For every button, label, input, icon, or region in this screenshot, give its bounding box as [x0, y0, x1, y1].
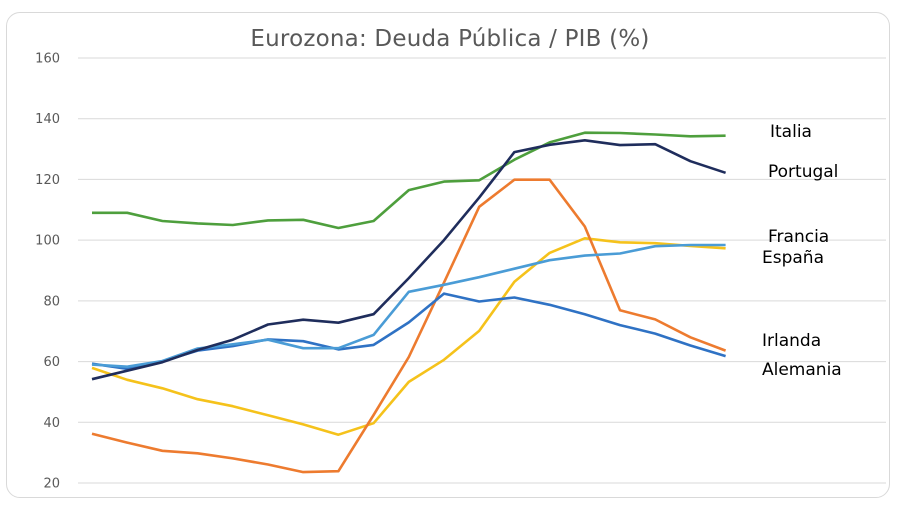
y-tick-label: 20: [43, 477, 60, 492]
y-tick-label: 40: [43, 416, 60, 431]
series-line-francia: [91, 243, 726, 369]
series-line-espana: [91, 237, 726, 437]
y-tick-label: 140: [35, 112, 60, 127]
series-label-francia: Francia: [768, 227, 829, 247]
y-tick-label: 100: [35, 234, 60, 249]
series-label-portugal: Portugal: [768, 162, 838, 182]
series-line-irlanda: [91, 178, 727, 474]
y-tick-label: 120: [35, 173, 60, 188]
series-label-alemania: Alemania: [762, 360, 842, 380]
gridlines: [78, 57, 886, 484]
y-tick-label: 160: [35, 52, 60, 67]
y-tick-label: 60: [43, 355, 60, 370]
chart-frame: [6, 12, 890, 498]
y-axis-ticks: 20 40 60 80 100 120 140 160: [35, 52, 60, 492]
series-line-italia: [92, 131, 726, 230]
series-lines: [91, 131, 727, 474]
y-tick-label: 80: [43, 294, 60, 309]
series-label-italia: Italia: [770, 122, 812, 142]
series-line-portugal: [91, 139, 727, 381]
series-label-irlanda: Irlanda: [762, 331, 821, 351]
series-label-espana: España: [762, 248, 824, 268]
chart-title: Eurozona: Deuda Pública / PIB (%): [250, 26, 650, 52]
